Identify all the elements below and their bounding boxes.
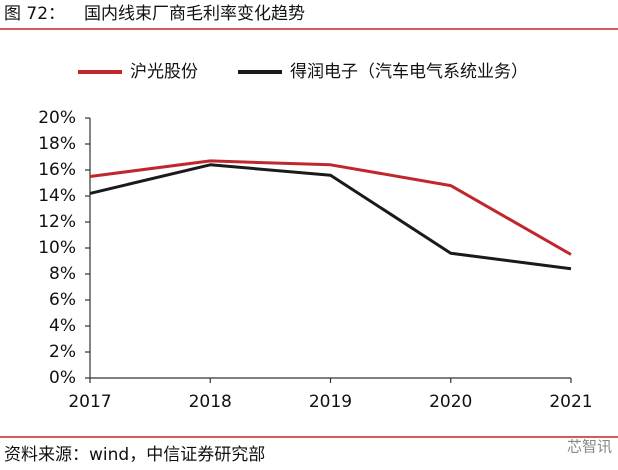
x-tick-label: 2019 bbox=[309, 392, 352, 412]
watermark: 芯智讯 bbox=[567, 438, 612, 456]
legend-label: 沪光股份 bbox=[130, 62, 198, 82]
y-tick-label: 18% bbox=[38, 134, 76, 154]
series-line bbox=[89, 159, 572, 256]
x-tick-label: 2020 bbox=[429, 392, 472, 412]
source: 资料来源：wind，中信证券研究部 bbox=[4, 445, 265, 465]
x-tick-label: 2018 bbox=[189, 392, 232, 412]
y-tick-label: 4% bbox=[49, 316, 76, 336]
y-tick-label: 16% bbox=[38, 160, 76, 180]
x-tick-label: 2021 bbox=[549, 392, 592, 412]
y-tick-label: 0% bbox=[49, 368, 76, 388]
y-tick-label: 8% bbox=[49, 264, 76, 284]
y-tick-label: 12% bbox=[38, 212, 76, 232]
y-tick-label: 6% bbox=[49, 290, 76, 310]
figure-label: 图 72： bbox=[4, 4, 65, 24]
y-tick-label: 2% bbox=[49, 342, 76, 362]
x-tick-label: 2017 bbox=[68, 392, 111, 412]
legend-label: 得润电子（汽车电气系统业务） bbox=[290, 62, 528, 82]
y-tick-label: 20% bbox=[38, 108, 76, 128]
y-tick-label: 14% bbox=[38, 186, 76, 206]
y-tick-label: 10% bbox=[38, 238, 76, 258]
chart-title: 国内线束厂商毛利率变化趋势 bbox=[84, 4, 305, 24]
series-line bbox=[89, 163, 572, 271]
